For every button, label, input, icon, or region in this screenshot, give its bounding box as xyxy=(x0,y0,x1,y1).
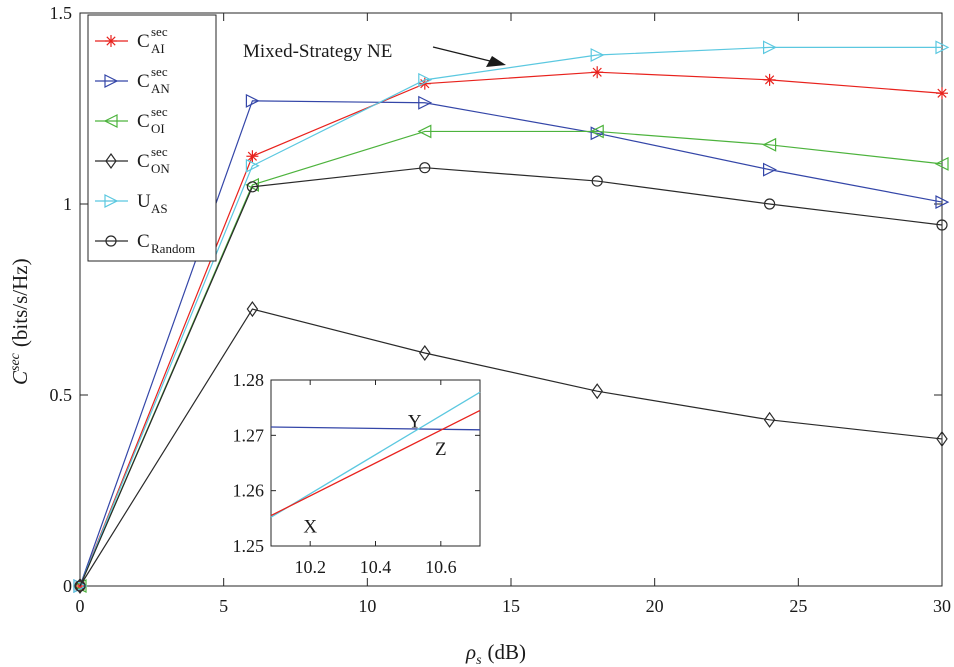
data-point xyxy=(589,124,604,139)
legend-item: Csec AN xyxy=(95,64,170,96)
inset-y-tick-label: 1.28 xyxy=(233,370,265,390)
inset-point-label-z: Z xyxy=(435,439,447,460)
inset-x-tick-label: 10.6 xyxy=(425,557,457,577)
inset-x-tick-label: 10.2 xyxy=(294,557,326,577)
series-line xyxy=(79,71,943,587)
data-point xyxy=(246,181,258,193)
axis-ticks: 0 5 10 15 20 25 30 0 0.5 1 1.5 xyxy=(50,3,952,616)
data-point xyxy=(417,124,432,139)
x-tick-label: 20 xyxy=(646,596,664,616)
data-point xyxy=(935,195,950,210)
data-point xyxy=(590,126,605,141)
data-point xyxy=(245,158,260,173)
legend-label: UAS xyxy=(137,191,168,216)
legend-item: UAS xyxy=(95,191,168,216)
series-line xyxy=(79,130,943,587)
series-random-5 xyxy=(74,162,948,592)
inset-line xyxy=(270,426,481,431)
legend-label: Csec AI xyxy=(137,24,168,56)
data-point xyxy=(763,411,776,428)
legend-marker xyxy=(105,35,117,47)
legend-item: CRandom xyxy=(95,231,195,256)
series-line xyxy=(79,167,943,587)
data-point xyxy=(591,175,603,187)
data-point xyxy=(935,40,950,55)
legend-item: Csec ON xyxy=(95,144,170,176)
legend-marker xyxy=(104,74,119,88)
series-line xyxy=(79,100,943,587)
inset-y-tick-label: 1.26 xyxy=(233,481,265,501)
annotation-arrow xyxy=(432,46,506,67)
legend-item: Csec AI xyxy=(95,24,168,56)
legend-item: Csec OI xyxy=(95,104,168,136)
legend-marker xyxy=(103,114,118,128)
y-tick-label: 0.5 xyxy=(50,385,73,405)
legend-label: Csec ON xyxy=(137,144,170,176)
legend-marker xyxy=(104,194,119,208)
data-point xyxy=(762,40,777,55)
x-tick-label: 10 xyxy=(358,596,376,616)
data-point xyxy=(762,162,777,177)
inset-y-tick-label: 1.27 xyxy=(233,425,265,445)
x-tick-label: 5 xyxy=(219,596,228,616)
data-point xyxy=(246,301,259,318)
series-line xyxy=(79,46,942,587)
y-tick-label: 1 xyxy=(63,194,72,214)
y-axis-label: Csec(bits/s/Hz) xyxy=(8,258,32,385)
legend-label: Csec OI xyxy=(137,104,168,136)
legend-marker xyxy=(105,152,117,170)
inset-x-tick-label: 10.4 xyxy=(360,557,392,577)
data-point xyxy=(763,73,776,86)
data-point xyxy=(418,95,433,110)
legend-box xyxy=(87,14,217,262)
data-point xyxy=(591,383,603,400)
data-point xyxy=(590,48,605,62)
legend: Csec AI Csec AN Csec OI Csec ON UAS CRandom xyxy=(87,14,217,262)
legend-label: CRandom xyxy=(137,231,195,256)
inset-line xyxy=(270,391,481,518)
data-point xyxy=(418,72,433,87)
annotation-mixed-strategy-ne: Mixed-Strategy NE xyxy=(243,41,392,62)
x-tick-label: 30 xyxy=(933,596,951,616)
inset-point-label-x: X xyxy=(303,517,317,538)
y-tick-label: 0 xyxy=(63,576,72,596)
data-point xyxy=(936,87,948,100)
x-tick-label: 25 xyxy=(789,596,807,616)
data-point xyxy=(73,579,88,593)
data-point xyxy=(591,66,604,79)
data-point xyxy=(245,93,260,108)
data-point xyxy=(419,162,431,174)
inset-line xyxy=(270,409,481,517)
data-point xyxy=(419,344,431,362)
x-tick-label: 15 xyxy=(502,596,520,616)
x-tick-label: 0 xyxy=(76,596,85,616)
series-line xyxy=(79,308,943,587)
data-point xyxy=(934,156,949,171)
data-point xyxy=(763,198,776,210)
inset-y-tick-label: 1.25 xyxy=(233,536,265,556)
series-on-3 xyxy=(74,301,948,595)
y-tick-label: 1.5 xyxy=(50,3,73,23)
series-layer xyxy=(72,40,950,595)
data-point xyxy=(936,219,948,231)
legend-label: Csec AN xyxy=(137,64,170,96)
legend-marker xyxy=(105,235,117,247)
data-point xyxy=(936,430,948,447)
inset-point-label-y: Y xyxy=(408,412,422,433)
data-point xyxy=(246,150,259,163)
data-point xyxy=(74,580,86,592)
inset-zoom: 10.2 10.4 10.6 1.25 1.26 1.27 1.28 X YZ xyxy=(233,370,481,577)
x-axis-label: ρs (dB) xyxy=(465,640,526,667)
data-point xyxy=(762,137,777,152)
data-point xyxy=(74,577,86,595)
series-as-4 xyxy=(73,40,950,593)
